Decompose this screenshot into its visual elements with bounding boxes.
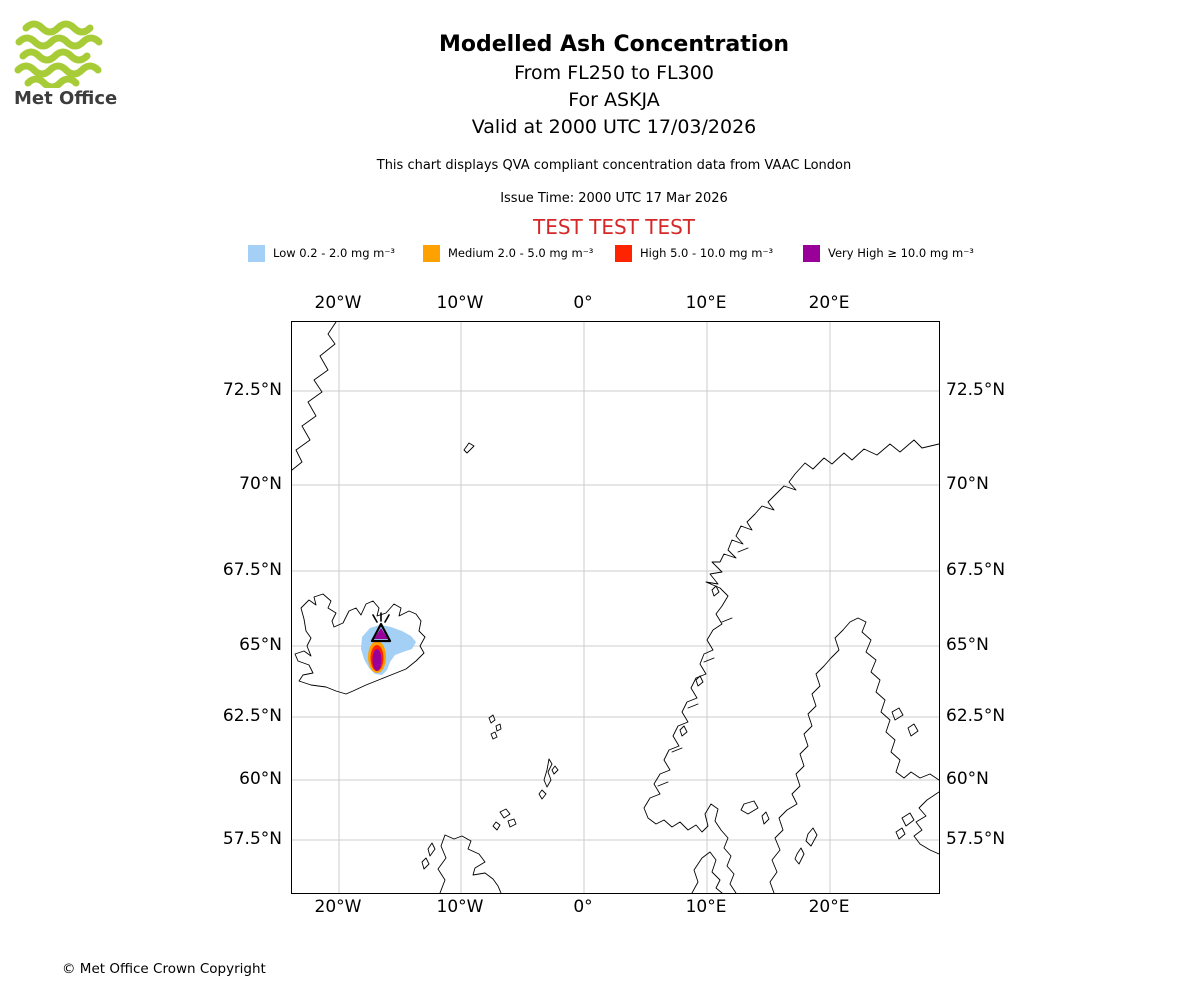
legend-item-very-high: Very High ≥ 10.0 mg m⁻³ [803,244,974,262]
volcano-marker-icon [370,612,392,643]
lon-tick-top-0: 0° [573,293,593,313]
legend-swatch-high [615,244,632,262]
legend-item-low: Low 0.2 - 2.0 mg m⁻³ [248,244,395,262]
lake-vattern [761,811,770,825]
copyright-text: © Met Office Crown Copyright [62,961,266,977]
gridlines [292,322,939,893]
coastline-baltic-east [913,791,940,855]
subtitle-flight-levels: From FL250 to FL300 [514,62,714,84]
subtitle-volcano: For ASKJA [568,89,660,111]
coastline-greenland [291,321,337,471]
lon-tick-bottom-10e: 10°E [685,897,727,917]
finnish-lakes [891,707,919,737]
logo-wave [14,62,102,78]
logo-wave [19,48,91,64]
lon-tick-bottom-0: 0° [573,897,593,917]
ash-plume-very-high [372,649,382,671]
coastline-iceland [294,593,426,695]
subtitle-valid-time: Valid at 2000 UTC 17/03/2026 [471,116,757,138]
lat-tick-right-65: 65°N [946,635,989,655]
legend-label-high: High 5.0 - 10.0 mg m⁻³ [640,246,774,260]
legend-label-low: Low 0.2 - 2.0 mg m⁻³ [273,246,396,260]
legend-label-very-high: Very High ≥ 10.0 mg m⁻³ [828,246,974,260]
coastline-denmark [691,851,723,894]
lon-tick-bottom-10w: 10°W [436,897,484,917]
lat-tick-left-60: 60°N [239,769,282,789]
lat-tick-right-67-5: 67.5°N [946,560,1006,580]
lon-tick-bottom-20w: 20°W [314,897,362,917]
coastline-orkney [492,808,517,831]
lat-tick-left-72-5: 72.5°N [222,380,282,400]
legend-label-medium: Medium 2.0 - 5.0 mg m⁻³ [448,246,594,260]
issue-time: Issue Time: 2000 UTC 17 Mar 2026 [500,191,728,206]
coastline-faroe-islands [488,714,502,740]
met-office-logo-waves [14,20,103,91]
coastline-jan-mayen [463,442,475,454]
logo-wave [22,20,94,36]
legend-swatch-medium [423,244,440,262]
coastlines [291,321,940,894]
lat-tick-left-57-5: 57.5°N [222,829,282,849]
lake-vanern [740,800,759,815]
lat-tick-left-70: 70°N [239,474,282,494]
lon-tick-top-10e: 10°E [685,293,727,313]
legend-item-medium: Medium 2.0 - 5.0 mg m⁻³ [423,244,593,262]
coastline-shetland [538,758,559,800]
page-title: Modelled Ash Concentration [438,32,790,57]
lon-tick-top-20e: 20°E [808,293,850,313]
lon-tick-top-10w: 10°W [436,293,484,313]
test-banner: TEST TEST TEST [532,215,695,239]
lat-tick-right-60: 60°N [946,769,989,789]
coastline-scotland [437,834,502,894]
legend-swatch-very-high [803,244,820,262]
lat-tick-left-67-5: 67.5°N [222,560,282,580]
map-svg [291,321,940,894]
lat-tick-left-62-5: 62.5°N [222,706,282,726]
volcano-triangle [370,622,392,643]
coastline-norway [643,439,940,894]
met-office-logo [14,18,124,92]
ash-plume-very-high-source [374,628,388,639]
coastline-hebrides [421,842,436,870]
lon-tick-top-20w: 20°W [314,293,362,313]
legend-item-high: High 5.0 - 10.0 mg m⁻³ [615,244,773,262]
lon-tick-bottom-20e: 20°E [808,897,850,917]
logo-wave [15,34,103,50]
coastline-baltic-islands [794,812,915,865]
norway-coastal-islets [679,585,720,737]
title-block: Modelled Ash Concentration From FL250 to… [28,30,1200,141]
volcano-eruption-rays [372,612,390,623]
lat-tick-right-72-5: 72.5°N [946,380,1006,400]
map-canvas [291,321,940,894]
lat-tick-left-65: 65°N [239,635,282,655]
norway-fjords [657,547,749,787]
lat-tick-right-70: 70°N [946,474,989,494]
logo-wave [24,75,80,91]
legend-swatch-low [248,244,265,262]
met-office-logo-text: Met Office [14,88,118,109]
lat-tick-right-57-5: 57.5°N [946,829,1006,849]
qva-description: This chart displays QVA compliant concen… [376,158,852,173]
coastline-baltic-sweden-finland [769,617,940,894]
lat-tick-right-62-5: 62.5°N [946,706,1006,726]
